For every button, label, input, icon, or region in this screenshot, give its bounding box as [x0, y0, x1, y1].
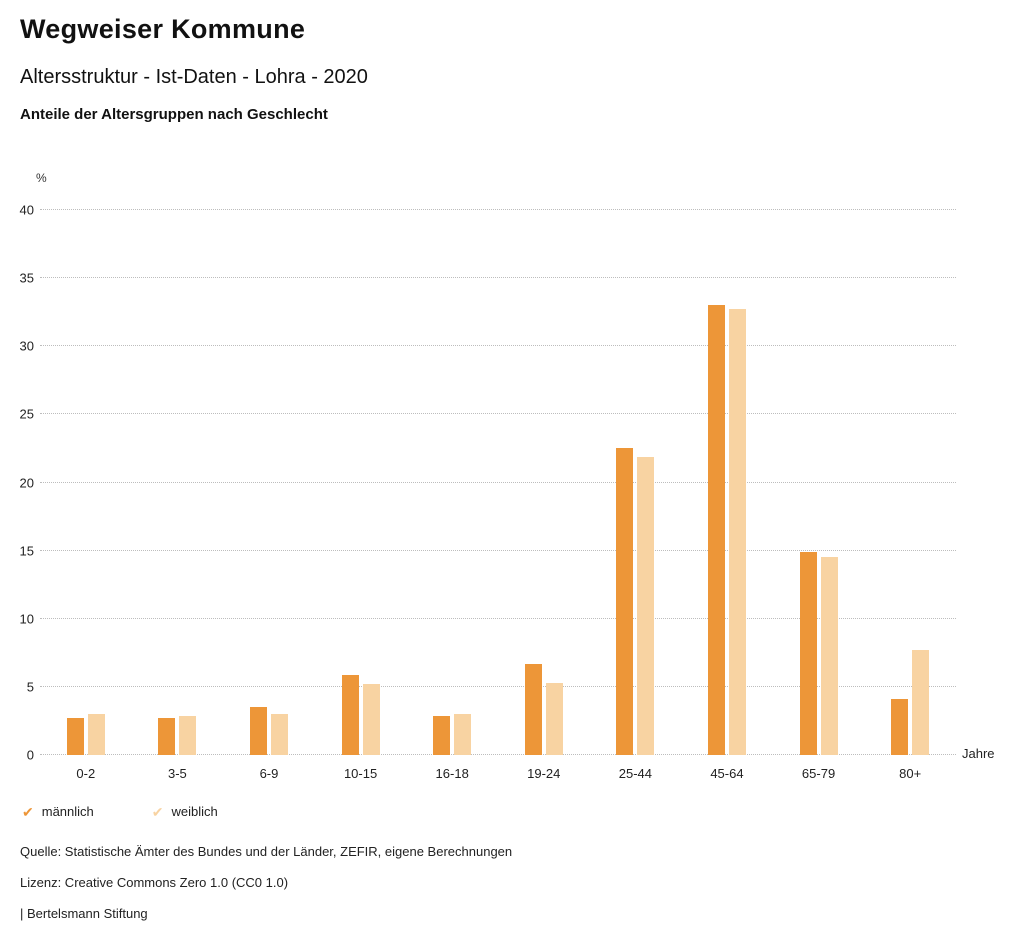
bar-männlich-65-79	[799, 552, 817, 755]
x-tick-label-25-44: 25-44	[618, 766, 652, 781]
bar-männlich-80+	[891, 699, 909, 755]
bar-männlich-3-5	[158, 718, 176, 755]
bar-group-45-64	[681, 210, 773, 755]
bar-männlich-6-9	[249, 707, 267, 755]
bar-weiblich-25-44	[637, 456, 655, 755]
bar-group-3-5	[132, 210, 224, 755]
gridline-40: 40	[20, 203, 956, 218]
chart-plot-area: 0 5 10 15 20 25 30 35 40	[20, 203, 956, 763]
page-title: Wegweiser Kommune	[20, 14, 306, 44]
bar-weiblich-45-64	[728, 309, 746, 755]
footer-source: Quelle: Statistische Ämter des Bundes un…	[20, 844, 513, 859]
chart-legend: ✔ männlich ✔ weiblich	[22, 804, 218, 819]
bar-group-6-9	[223, 210, 315, 755]
bar-group-0-2	[40, 210, 132, 755]
gridline-0: 0	[27, 748, 956, 763]
bar-männlich-10-15	[341, 674, 359, 755]
bar-weiblich-6-9	[270, 714, 288, 755]
footer-license: Lizenz: Creative Commons Zero 1.0 (CC0 1…	[20, 875, 289, 890]
y-tick-label-40: 40	[19, 202, 34, 218]
legend-item-weiblich[interactable]: ✔ weiblich	[152, 804, 218, 819]
bar-group-80+	[864, 210, 956, 755]
bar-männlich-16-18	[433, 715, 451, 755]
x-tick-label-19-24: 19-24	[527, 766, 561, 781]
bar-männlich-19-24	[524, 663, 542, 755]
bar-weiblich-19-24	[545, 682, 563, 755]
gridline-30: 30	[20, 339, 956, 354]
y-tick-label-15: 15	[19, 543, 34, 559]
bar-group-10-15	[315, 210, 407, 755]
x-tick-label-45-64: 45-64	[710, 766, 744, 781]
y-tick-label-20: 20	[19, 475, 34, 490]
legend-label: weiblich	[171, 804, 218, 819]
bar-männlich-45-64	[707, 305, 725, 755]
bar-männlich-0-2	[66, 718, 84, 755]
x-tick-label-6-9: 6-9	[259, 766, 279, 781]
bar-weiblich-65-79	[820, 557, 838, 755]
gridline-15: 15	[20, 543, 956, 558]
gridline-5: 5	[27, 679, 956, 694]
x-tick-label-3-5: 3-5	[167, 766, 187, 781]
gridline-20: 20	[20, 475, 956, 490]
x-tick-label-65-79: 65-79	[801, 766, 836, 781]
y-tick-label-10: 10	[19, 611, 34, 627]
bar-group-16-18	[406, 210, 498, 755]
check-icon: ✔	[22, 803, 34, 820]
bar-weiblich-80+	[912, 650, 930, 755]
x-tick-label-80+: 80+	[899, 766, 922, 781]
bar-männlich-25-44	[616, 448, 634, 755]
bar-group-25-44	[590, 210, 682, 755]
x-tick-label-10-15: 10-15	[343, 766, 378, 781]
y-tick-label-30: 30	[19, 338, 34, 354]
y-tick-label-5: 5	[26, 679, 34, 695]
x-axis-label: Jahre	[962, 746, 995, 761]
bar-group-19-24	[498, 210, 590, 755]
bar-weiblich-3-5	[179, 715, 197, 755]
bar-weiblich-10-15	[362, 684, 380, 755]
legend-item-maennlich[interactable]: ✔ männlich	[22, 804, 94, 819]
gridline-10: 10	[20, 611, 956, 626]
bar-weiblich-0-2	[87, 714, 105, 755]
bar-groups	[40, 210, 956, 755]
legend-label: männlich	[41, 804, 94, 819]
check-icon: ✔	[151, 803, 164, 820]
y-axis-unit-label: %	[36, 171, 47, 185]
bar-group-65-79	[773, 210, 865, 755]
page-subtitle: Altersstruktur - Ist-Daten - Lohra - 202…	[20, 66, 368, 88]
chart-title: Anteile der Altersgruppen nach Geschlech…	[20, 106, 328, 123]
y-tick-label-35: 35	[19, 270, 34, 286]
x-axis-tick-labels: 0-2 3-5 6-9 10-15 16-18 19-24 25-44 45-64 65-79 8…	[40, 766, 956, 781]
footer-attribution: | Bertelsmann Stiftung	[20, 906, 148, 921]
y-tick-label-25: 25	[19, 406, 34, 422]
gridline-25: 25	[20, 407, 956, 422]
x-tick-label-16-18: 16-18	[435, 766, 469, 781]
gridline-35: 35	[20, 271, 956, 286]
bar-weiblich-16-18	[454, 714, 472, 755]
y-tick-label-0: 0	[26, 747, 34, 763]
x-tick-label-0-2: 0-2	[76, 766, 96, 781]
